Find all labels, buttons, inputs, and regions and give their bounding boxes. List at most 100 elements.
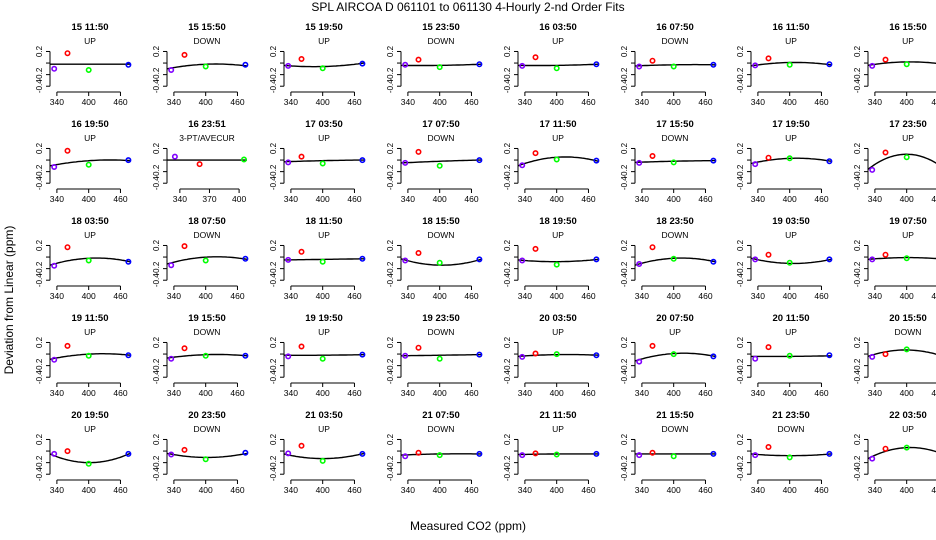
x-tick-label: 400	[316, 388, 330, 398]
data-point	[242, 352, 249, 359]
y-tick-label: -0.4	[620, 370, 629, 384]
data-point	[765, 154, 772, 161]
data-point	[752, 355, 759, 362]
x-tick-label: 340	[50, 388, 64, 398]
data-point	[869, 455, 876, 462]
x-tick-label: 370	[202, 194, 216, 204]
panel-subtitle: UP	[552, 424, 564, 434]
data-point	[670, 255, 677, 262]
y-tick-label: -0.2	[620, 164, 629, 178]
y-tick-label: -0.2	[35, 164, 44, 178]
y-tick-label: -0.4	[736, 176, 745, 190]
data-point	[869, 256, 876, 263]
x-tick-label: 400	[783, 194, 797, 204]
x-tick-label: 340	[518, 388, 532, 398]
y-tick-label: -0.2	[152, 358, 161, 372]
data-point	[903, 346, 910, 353]
data-point	[125, 352, 132, 359]
data-point	[826, 158, 833, 165]
panel-subtitle: UP	[84, 424, 96, 434]
x-tick-label: 340	[173, 194, 187, 204]
data-point	[903, 444, 910, 451]
y-tick-label: -0.4	[269, 176, 278, 190]
panel-subtitle: DOWN	[428, 36, 455, 46]
y-tick-label: 0.2	[269, 239, 278, 251]
data-point	[649, 449, 656, 456]
x-tick-label: 400	[900, 388, 914, 398]
data-point	[202, 352, 209, 359]
panel: 18 19:50 UP 0.2 -0.2-0.4 340 400 460	[503, 216, 600, 301]
x-tick-label: 340	[751, 291, 765, 301]
y-tick-label: -0.4	[736, 467, 745, 481]
panel-title: 16 11:50	[773, 22, 810, 33]
y-tick-label: -0.2	[152, 67, 161, 81]
x-tick-label: 340	[167, 291, 181, 301]
x-tick-label: 340	[868, 194, 882, 204]
data-point	[649, 57, 656, 64]
data-point	[752, 161, 759, 168]
data-point	[51, 164, 58, 171]
fit-curve	[867, 153, 936, 170]
y-tick-label: 0.2	[35, 45, 44, 57]
x-tick-label: 340	[868, 291, 882, 301]
panel: 17 07:50 DOWN 0.2 -0.2-0.4 340 400 460	[386, 119, 483, 204]
panel: 20 11:50 UP 0.2 -0.2-0.4 340 400 460	[736, 313, 833, 398]
x-tick-label: 400	[433, 485, 447, 495]
panel: 19 11:50 UP 0.2 -0.2-0.4 340 400 460	[35, 313, 132, 398]
panel-subtitle: UP	[84, 327, 96, 337]
data-point	[319, 355, 326, 362]
x-tick-label: 400	[199, 97, 213, 107]
fit-curve	[867, 446, 936, 460]
data-point	[903, 154, 910, 161]
panel-subtitle: DOWN	[428, 230, 455, 240]
x-tick-label: 400	[433, 97, 447, 107]
y-tick-label: 0.2	[620, 45, 629, 57]
data-point	[436, 162, 443, 169]
panel-subtitle: DOWN	[662, 36, 689, 46]
y-tick-label: -0.2	[386, 164, 395, 178]
data-point	[882, 351, 889, 358]
x-tick-label: 460	[464, 291, 478, 301]
data-point	[241, 156, 248, 163]
y-tick-label: -0.2	[853, 261, 862, 275]
fit-curve	[867, 349, 936, 358]
y-tick-label: -0.2	[736, 358, 745, 372]
fit-curve	[867, 256, 936, 261]
panel-title: 19 03:50	[772, 216, 810, 227]
y-tick-label: 0.2	[386, 433, 395, 445]
x-tick-label: 460	[464, 388, 478, 398]
y-tick-label: 0.2	[386, 142, 395, 154]
data-point	[402, 61, 409, 68]
data-point	[532, 350, 539, 357]
x-tick-label: 400	[783, 291, 797, 301]
y-tick-label: -0.2	[35, 455, 44, 469]
data-point	[765, 55, 772, 62]
panel-title: 17 11:50	[540, 119, 577, 130]
panel-subtitle: UP	[84, 36, 96, 46]
y-tick-label: -0.2	[35, 67, 44, 81]
data-point	[519, 353, 526, 360]
x-tick-label: 460	[113, 194, 127, 204]
y-tick-label: -0.4	[736, 273, 745, 287]
data-point	[765, 251, 772, 258]
data-point	[532, 450, 539, 457]
data-point	[168, 67, 175, 74]
panel-subtitle: UP	[902, 36, 914, 46]
x-tick-label: 400	[433, 194, 447, 204]
data-point	[64, 50, 71, 57]
x-axis-label: Measured CO2 (ppm)	[410, 519, 526, 533]
x-tick-label: 340	[518, 97, 532, 107]
y-tick-label: -0.4	[503, 176, 512, 190]
data-point	[298, 343, 305, 350]
data-point	[553, 65, 560, 72]
panel-title: 21 11:50	[540, 410, 577, 421]
y-tick-label: 0.2	[152, 239, 161, 251]
panel-title: 21 15:50	[656, 410, 694, 421]
x-tick-label: 460	[113, 291, 127, 301]
panel-title: 19 15:50	[188, 313, 226, 324]
fit-curve	[283, 159, 364, 163]
x-tick-label: 400	[199, 388, 213, 398]
panel-title: 17 15:50	[656, 119, 694, 130]
y-tick-label: 0.2	[736, 336, 745, 348]
